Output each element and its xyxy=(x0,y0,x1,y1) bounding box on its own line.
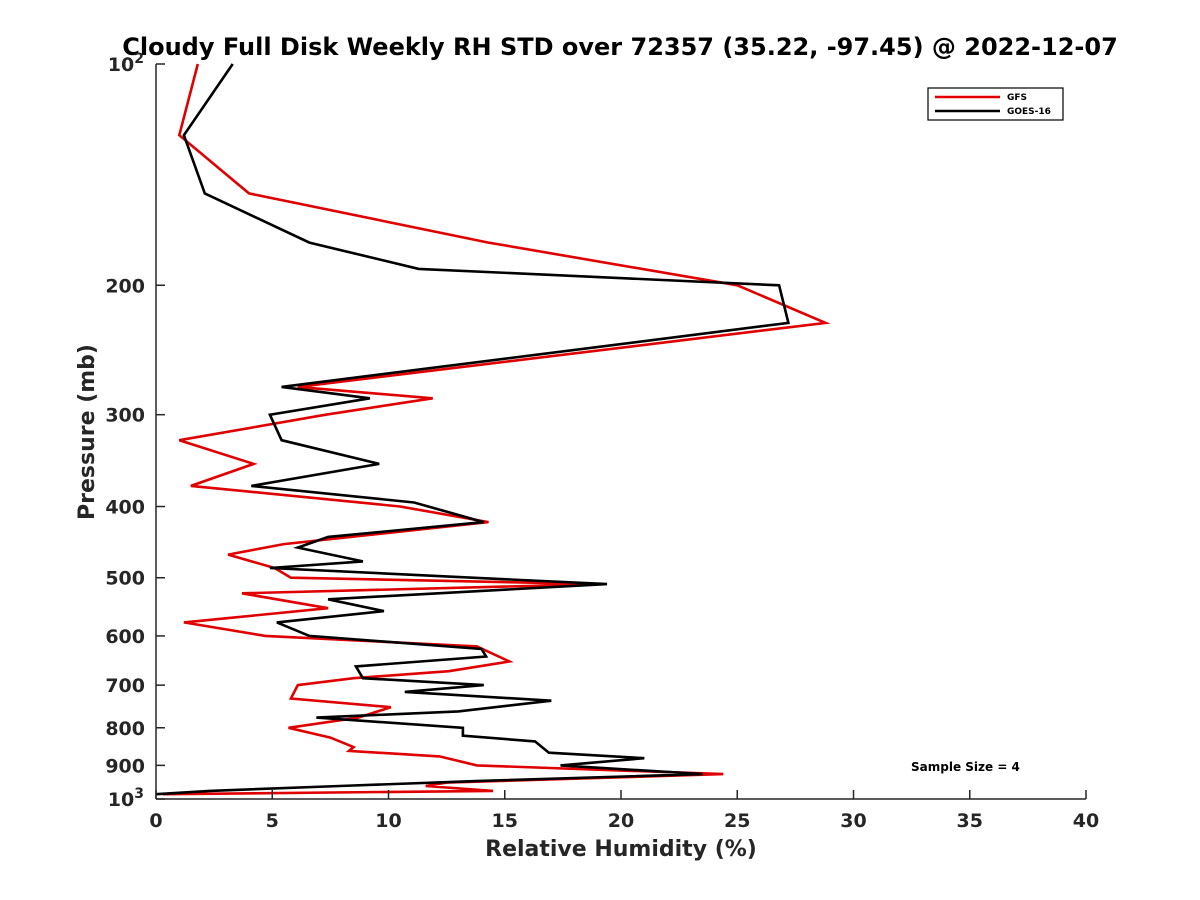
x-tick-label: 0 xyxy=(149,810,162,832)
y-axis-label: Pressure (mb) xyxy=(75,344,100,520)
legend-label-goes16: GOES-16 xyxy=(1007,107,1051,117)
legend: GFS GOES-16 xyxy=(927,87,1064,121)
x-tick-label: 30 xyxy=(840,810,866,832)
x-tick-label: 5 xyxy=(266,810,279,832)
series-line-gfs xyxy=(162,63,831,796)
series-line-goes16 xyxy=(155,63,791,796)
legend-label-gfs: GFS xyxy=(1007,93,1027,103)
x-tick-label: 25 xyxy=(724,810,750,832)
y-tick-label: 500 xyxy=(105,568,145,590)
y-tick-label: 300 xyxy=(105,405,145,427)
x-tick-label: 40 xyxy=(1073,810,1099,832)
x-tick-label: 10 xyxy=(375,810,401,832)
y-tick-label: 200 xyxy=(105,275,145,297)
x-tick-label: 20 xyxy=(608,810,634,832)
y-tick-label: 600 xyxy=(105,626,145,648)
y-tick-label: 800 xyxy=(105,718,145,740)
x-tick-label: 35 xyxy=(957,810,983,832)
legend-box xyxy=(927,87,1064,121)
x-axis-ticks: 0 5 10 15 20 25 30 35 40 xyxy=(149,790,1099,832)
x-axis-label: Relative Humidity (%) xyxy=(485,837,757,862)
chart-title: Cloudy Full Disk Weekly RH STD over 7235… xyxy=(122,33,1118,61)
y-tick-label: 700 xyxy=(105,675,145,697)
y-tick-label: 400 xyxy=(105,497,145,519)
plot-area xyxy=(155,63,831,796)
x-tick-label: 15 xyxy=(492,810,518,832)
y-tick-label: 900 xyxy=(105,755,145,777)
sample-size-annotation: Sample Size = 4 xyxy=(911,760,1020,774)
